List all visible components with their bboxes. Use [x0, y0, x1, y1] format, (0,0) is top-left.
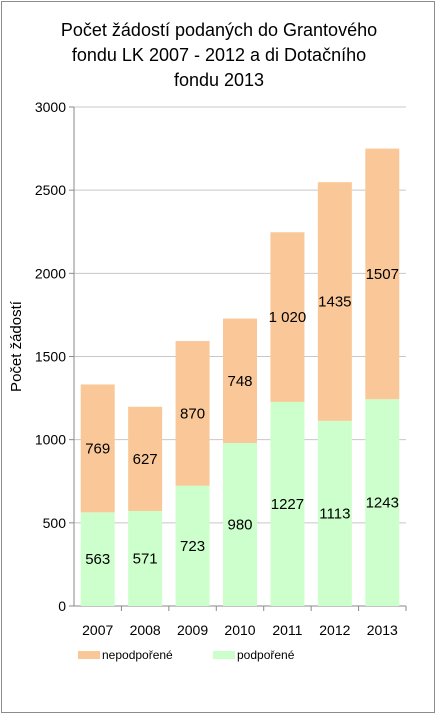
x-tick-label: 2007	[82, 622, 113, 638]
data-label: 1 020	[269, 309, 307, 326]
y-tick-label: 1000	[35, 432, 66, 448]
legend-label-podporene: podpořené	[237, 648, 295, 662]
legend-item-nepodporene: nepodpořené	[78, 648, 173, 662]
bar-segment	[80, 384, 115, 513]
y-tick-label: 0	[58, 598, 66, 614]
y-tick-label: 1500	[35, 349, 66, 365]
bar-segment	[270, 401, 305, 606]
data-label: 748	[227, 373, 252, 390]
bar-segment	[175, 485, 210, 606]
bar-segment	[128, 511, 163, 606]
bar-segment	[270, 232, 305, 402]
data-label: 769	[85, 440, 110, 457]
data-label: 1243	[366, 495, 399, 512]
bar-segment	[317, 420, 352, 606]
x-tick-label: 2010	[224, 622, 255, 638]
y-tick-label: 500	[43, 515, 67, 531]
data-label: 1435	[318, 294, 351, 311]
x-tick-label: 2008	[130, 622, 161, 638]
bar-segment	[365, 399, 400, 606]
legend-swatch-nepodporene	[78, 651, 100, 659]
legend-swatch-podporene	[213, 651, 235, 659]
bar-segment	[223, 318, 257, 443]
y-axis-label: Počet žádostí	[8, 300, 25, 392]
legend-label-nepodporene: nepodpořené	[102, 648, 173, 662]
data-label: 980	[227, 516, 252, 533]
data-label: 1113	[319, 505, 350, 522]
y-tick-label: 3000	[35, 99, 66, 115]
legend-item-podporene: podpořené	[213, 648, 294, 662]
x-tick-label: 2009	[177, 622, 208, 638]
x-tick-label: 2011	[272, 622, 302, 638]
chart-title-line-2: fondu LK 2007 - 2012 a di Dotačního	[71, 45, 367, 65]
data-label: 563	[85, 551, 110, 568]
bar-segment	[175, 341, 210, 486]
data-label: 627	[133, 451, 158, 468]
chart-title: Počet žádostí podaných do Grantového fon…	[0, 18, 438, 93]
bar-segment	[80, 512, 115, 606]
bar-segment	[365, 148, 400, 400]
chart-title-line-1: Počet žádostí podaných do Grantového	[60, 20, 378, 40]
y-tick-label: 2500	[35, 182, 66, 198]
data-label: 1227	[271, 496, 304, 513]
data-label: 571	[133, 551, 158, 568]
data-label: 723	[180, 538, 205, 555]
data-label: 870	[180, 405, 205, 422]
y-tick-label: 2000	[35, 265, 66, 281]
x-tick-label: 2012	[319, 622, 350, 638]
bar-segment	[128, 406, 163, 512]
data-label: 1507	[366, 266, 399, 283]
chart-title-line-3: fondu 2013	[173, 70, 265, 90]
bar-segment	[223, 442, 257, 606]
bar-segment	[317, 182, 352, 421]
x-tick-label: 2013	[367, 622, 398, 638]
